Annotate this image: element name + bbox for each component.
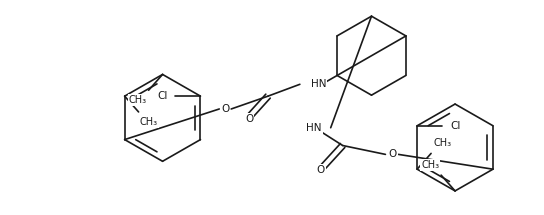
Text: O: O (317, 165, 325, 175)
Text: O: O (245, 114, 254, 124)
Text: CH₃: CH₃ (433, 138, 451, 149)
Text: O: O (221, 104, 230, 114)
Text: HN: HN (306, 123, 322, 133)
Text: CH₃: CH₃ (421, 160, 439, 170)
Text: O: O (388, 149, 397, 159)
Text: HN: HN (311, 79, 326, 89)
Text: Cl: Cl (157, 91, 168, 101)
Text: Cl: Cl (450, 121, 460, 131)
Text: CH₃: CH₃ (140, 117, 158, 127)
Text: CH₃: CH₃ (128, 95, 147, 105)
